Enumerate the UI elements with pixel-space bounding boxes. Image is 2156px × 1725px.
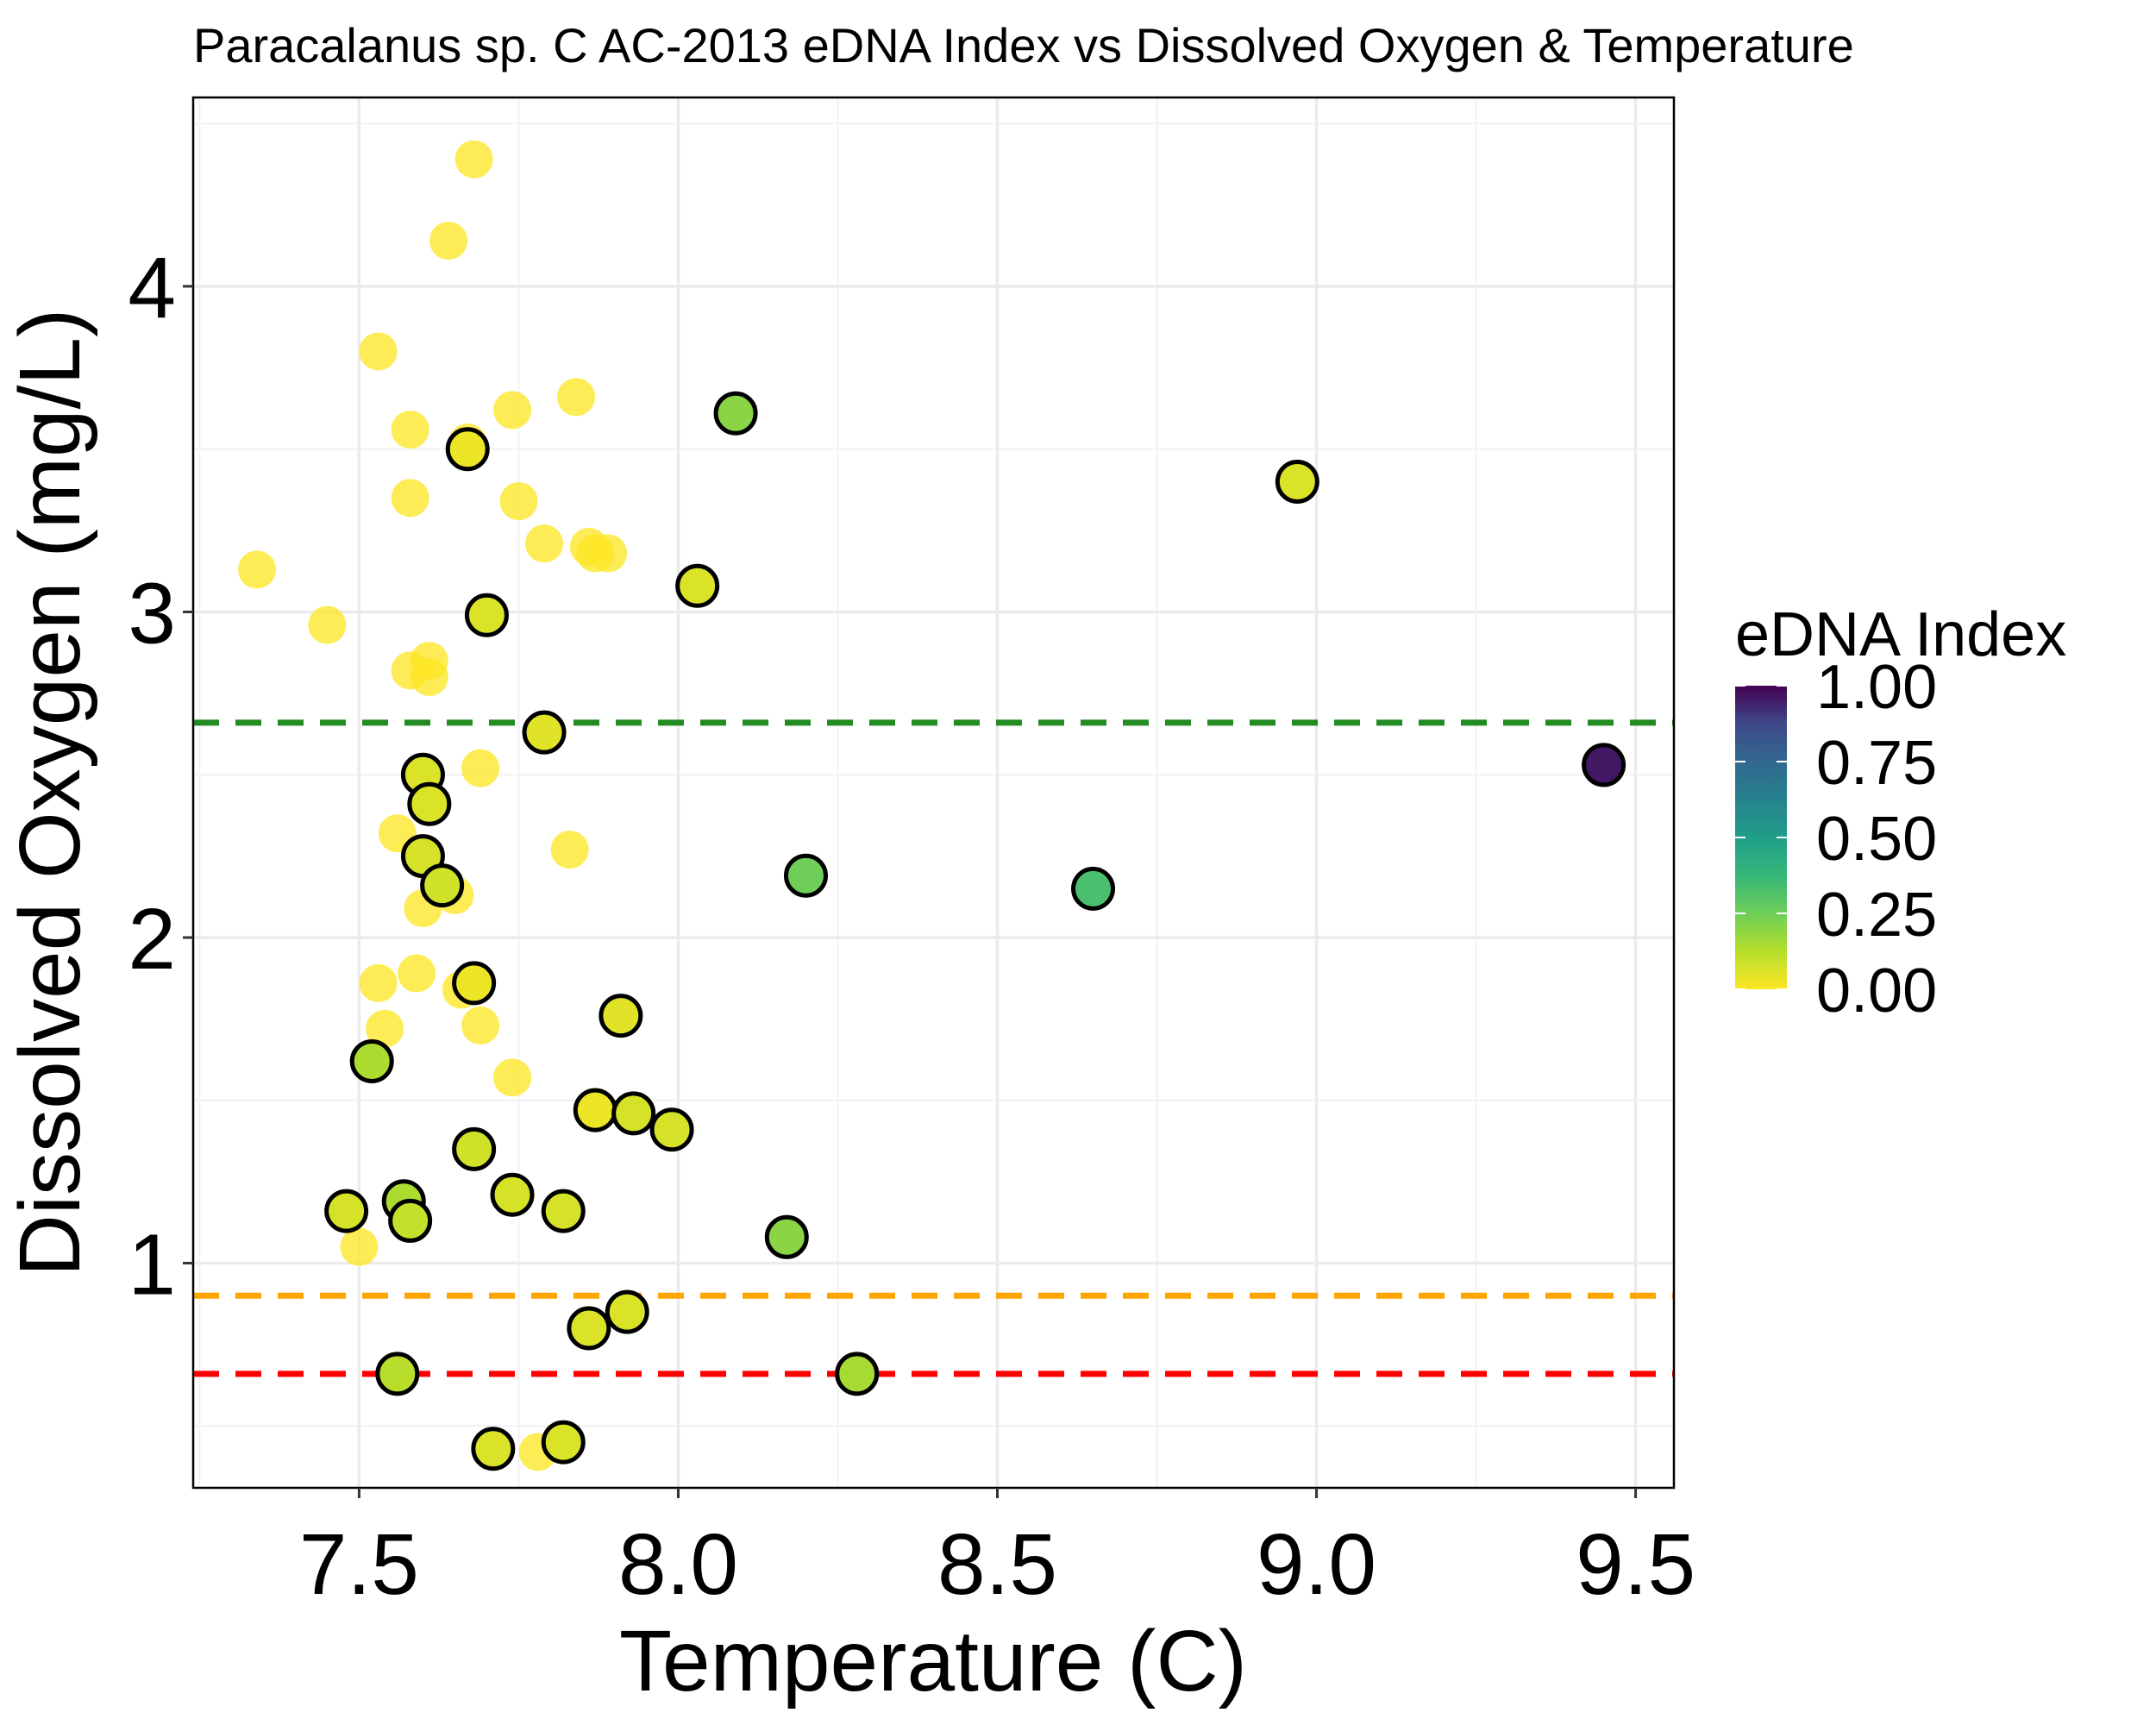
x-tick-label: 8.0 — [618, 1516, 738, 1613]
data-point-detected — [452, 961, 497, 1006]
data-point-detected — [522, 710, 567, 755]
legend-tick-label: 0.25 — [1816, 881, 1937, 950]
y-axis-label: Dissolved Oxygen (mg/L) — [2, 309, 98, 1277]
data-point-detected — [1071, 866, 1116, 911]
x-axis-label: Temperature (C) — [619, 1613, 1247, 1709]
legend-tick-label: 0.00 — [1816, 957, 1937, 1026]
legend-tick-label: 0.50 — [1816, 805, 1937, 874]
data-point-detected — [605, 1289, 649, 1334]
data-point-detected — [452, 1126, 497, 1171]
data-point-undetected — [238, 550, 277, 589]
data-point-detected — [324, 1189, 369, 1233]
data-point-detected — [375, 1352, 420, 1396]
data-point-detected — [541, 1189, 586, 1233]
data-points — [238, 140, 1626, 1471]
data-point-detected — [445, 427, 490, 472]
data-point-undetected — [461, 749, 500, 787]
x-tick-label: 8.5 — [937, 1516, 1057, 1613]
data-point-detected — [599, 994, 643, 1038]
reference-lines — [193, 719, 1674, 1377]
data-point-undetected — [454, 140, 493, 179]
legend-ticks: 1.00 0.75 0.50 0.25 0.00 — [1735, 653, 1937, 1026]
x-axis: 7.5 8.0 8.5 9.0 9.5 — [299, 1488, 1695, 1613]
data-point-detected — [464, 593, 509, 637]
data-point-undetected — [391, 479, 429, 518]
data-point-detected — [1582, 743, 1626, 787]
data-point-detected — [573, 1088, 617, 1132]
data-point-detected — [388, 1198, 433, 1243]
data-point-undetected — [557, 378, 596, 417]
data-point-detected — [407, 781, 452, 826]
data-point-undetected — [499, 482, 538, 521]
plot-border — [191, 96, 1676, 1490]
y-tick-label: 3 — [128, 565, 176, 662]
data-point-detected — [471, 1427, 516, 1471]
x-tick-label: 7.5 — [299, 1516, 419, 1613]
data-point-detected — [349, 1038, 394, 1083]
data-point-undetected — [340, 1227, 379, 1266]
data-point-undetected — [550, 831, 589, 869]
data-point-detected — [713, 391, 758, 436]
data-point-undetected — [410, 657, 448, 696]
x-tick-label: 9.5 — [1576, 1516, 1695, 1613]
data-point-undetected — [366, 1009, 404, 1048]
legend-tick-label: 0.75 — [1816, 729, 1937, 798]
y-axis: 1 2 3 4 — [128, 240, 193, 1314]
data-point-undetected — [461, 1006, 500, 1044]
y-tick-label: 4 — [128, 240, 176, 336]
data-point-detected — [783, 853, 828, 898]
data-point-detected — [420, 863, 465, 908]
legend-tick-label: 1.00 — [1816, 653, 1937, 722]
data-point-detected — [611, 1091, 656, 1136]
y-tick-label: 2 — [128, 891, 176, 988]
legend: eDNA Index 1.00 0.75 0.50 0.25 0.00 — [1735, 600, 2066, 1026]
data-point-undetected — [493, 1058, 532, 1097]
data-point-detected — [764, 1214, 809, 1259]
data-point-detected — [1275, 459, 1319, 504]
data-point-detected — [490, 1172, 535, 1217]
data-point-detected — [675, 563, 720, 608]
data-point-undetected — [525, 524, 564, 563]
x-tick-label: 9.0 — [1257, 1516, 1376, 1613]
legend-title: eDNA Index — [1735, 600, 2066, 669]
data-point-detected — [649, 1107, 694, 1152]
data-point-undetected — [429, 222, 468, 260]
data-point-undetected — [391, 411, 429, 449]
data-point-undetected — [589, 534, 628, 573]
data-point-undetected — [308, 605, 347, 644]
chart-title: Paracalanus sp. C AC-2013 eDNA Index vs … — [193, 18, 1854, 72]
data-point-undetected — [359, 332, 398, 371]
data-point-detected — [835, 1352, 880, 1396]
y-tick-label: 1 — [128, 1217, 176, 1314]
data-point-detected — [567, 1306, 611, 1351]
plot-area — [191, 96, 1676, 1490]
data-point-undetected — [493, 391, 532, 430]
data-point-undetected — [359, 963, 398, 1002]
data-point-undetected — [398, 954, 436, 993]
data-point-detected — [541, 1420, 586, 1465]
